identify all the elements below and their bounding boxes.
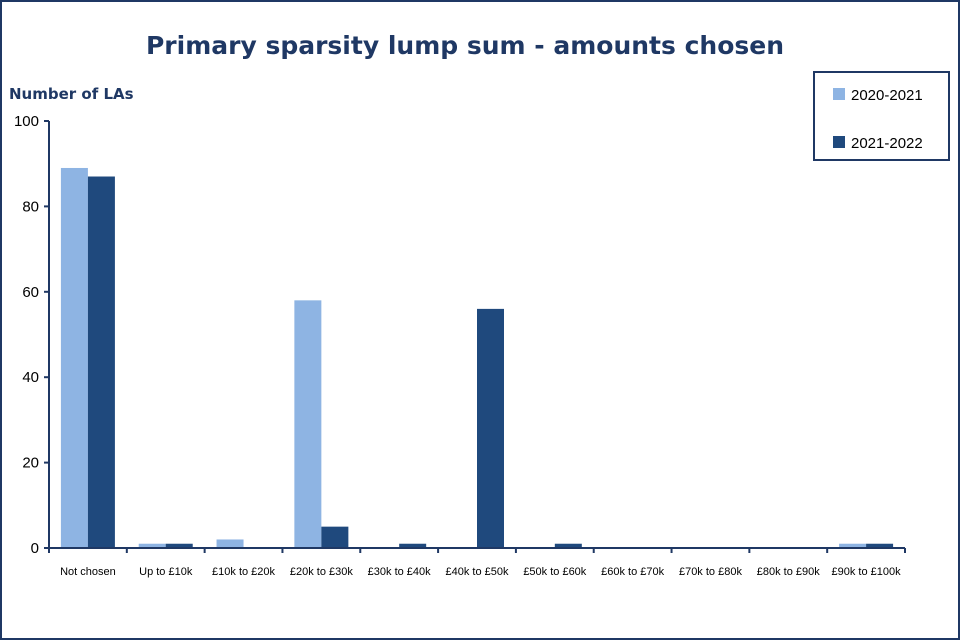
y-tick-label-0: 0 — [31, 540, 39, 557]
bar-2021-2022-6 — [554, 543, 582, 548]
chart-title: Primary sparsity lump sum - amounts chos… — [146, 31, 784, 60]
bar-2021-2022-1 — [165, 543, 193, 548]
bars-group — [60, 167, 894, 548]
x-tick-label-0: Not chosen — [60, 566, 116, 578]
x-tick-label-10: £90k to £100k — [832, 566, 902, 578]
x-tick-label-6: £50k to £60k — [523, 566, 586, 578]
bar-2020-2021-0 — [60, 167, 88, 548]
x-tick-label-8: £70k to £80k — [679, 566, 742, 578]
bar-2021-2022-4 — [399, 543, 427, 548]
y-axis-label: Number of LAs — [9, 85, 134, 103]
bar-2020-2021-10 — [839, 543, 867, 548]
x-tick-label-3: £20k to £30k — [290, 566, 353, 578]
bar-2021-2022-3 — [321, 526, 349, 548]
x-tick-label-1: Up to £10k — [139, 566, 193, 578]
bar-2021-2022-10 — [866, 543, 894, 548]
x-tick-labels: Not chosen Up to £10k £10k to £20k £20k to … — [60, 566, 901, 578]
bar-2020-2021-3 — [294, 300, 322, 548]
x-tick-label-9: £80k to £90k — [757, 566, 820, 578]
x-tick-label-2: £10k to £20k — [212, 566, 275, 578]
axes-group — [44, 120, 906, 553]
bar-2020-2021-2 — [216, 539, 244, 548]
bar-2020-2021-1 — [138, 543, 166, 548]
x-tick-label-5: £40k to £50k — [446, 566, 509, 578]
legend-label-2020-2021: 2020-2021 — [851, 87, 923, 104]
legend-label-2021-2022: 2021-2022 — [851, 135, 923, 152]
x-tick-label-7: £60k to £70k — [601, 566, 664, 578]
bar-2021-2022-5 — [477, 308, 504, 548]
y-tick-label-100: 100 — [14, 113, 39, 130]
y-tick-label-80: 80 — [22, 198, 39, 215]
y-tick-label-40: 40 — [22, 369, 39, 386]
y-tick-label-20: 20 — [22, 455, 39, 472]
y-tick-labels: 0 20 40 60 80 100 — [14, 113, 39, 557]
legend-swatch-2021-2022 — [833, 136, 845, 148]
legend: 2020-2021 2021-2022 — [813, 71, 950, 161]
y-tick-label-60: 60 — [22, 284, 39, 301]
legend-swatch-2020-2021 — [833, 88, 845, 100]
bar-2021-2022-0 — [87, 176, 115, 548]
x-tick-label-4: £30k to £40k — [368, 566, 431, 578]
